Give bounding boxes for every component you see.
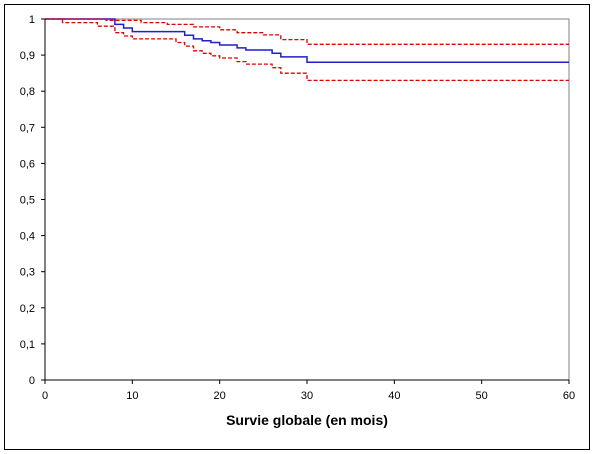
plot-area bbox=[44, 18, 570, 381]
x-tick-label: 10 bbox=[126, 390, 138, 402]
y-tick-label: 0,2 bbox=[20, 303, 35, 315]
y-axis-ticks: 0 0,1 0,2 0,3 0,4 0,5 0,6 0,7 0,8 0,9 1 bbox=[20, 14, 45, 387]
y-tick-label: 0,5 bbox=[20, 195, 35, 207]
x-tick-label: 0 bbox=[42, 390, 48, 402]
series-layer bbox=[45, 18, 569, 82]
x-tick-label: 20 bbox=[214, 390, 226, 402]
x-axis-title: Survie globale (en mois) bbox=[226, 412, 388, 428]
chart-frame: 0 10 20 30 40 50 60 0 0,1 0,2 0,3 0,4 0,5 0,6 0,7 0,8 0… bbox=[4, 4, 590, 450]
confidence-bound-line bbox=[45, 18, 569, 45]
y-tick-label: 0,3 bbox=[20, 267, 35, 279]
x-tick-label: 60 bbox=[563, 390, 575, 402]
y-tick-label: 0,4 bbox=[20, 231, 35, 243]
y-tick-label: 0,9 bbox=[20, 50, 35, 62]
x-tick-label: 30 bbox=[301, 390, 313, 402]
y-tick-label: 0 bbox=[29, 375, 35, 387]
x-tick-label: 40 bbox=[388, 390, 400, 402]
survival-curve-line bbox=[45, 18, 569, 64]
survival-chart: 0 10 20 30 40 50 60 00,10,20,30,40,50,60,70,80… bbox=[20, 14, 575, 428]
y-tick-label: 0,1 bbox=[20, 339, 35, 351]
x-tick-label: 50 bbox=[476, 390, 488, 402]
confidence-bound-line bbox=[45, 18, 569, 82]
y-tick-label: 0,7 bbox=[20, 122, 35, 134]
x-axis-ticks: 0 10 20 30 40 50 60 bbox=[42, 380, 575, 402]
y-tick-label: 0,6 bbox=[20, 158, 35, 170]
y-tick-label: 0,8 bbox=[20, 86, 35, 98]
y-tick-label: 1 bbox=[29, 14, 35, 26]
